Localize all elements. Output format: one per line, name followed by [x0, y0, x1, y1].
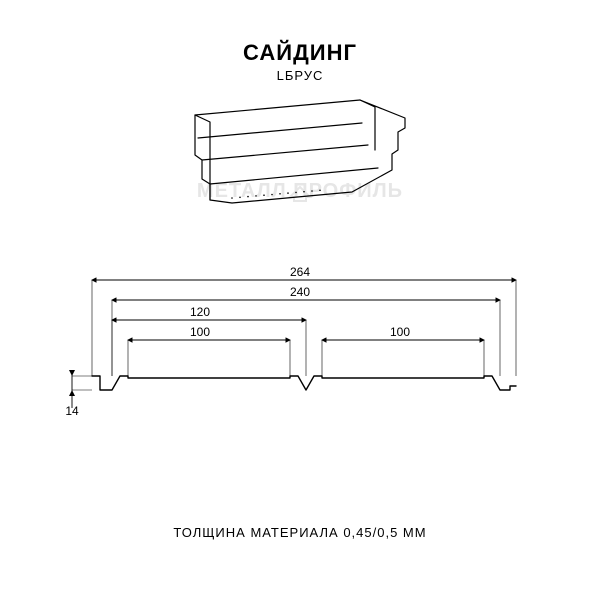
footer-text: ТОЛЩИНА МАТЕРИАЛА 0,45/0,5 ММ — [0, 525, 600, 540]
svg-text:264: 264 — [290, 265, 310, 279]
svg-text:100: 100 — [390, 325, 410, 339]
svg-text:100: 100 — [190, 325, 210, 339]
svg-text:120: 120 — [190, 305, 210, 319]
page: САЙДИНГ LБРУС МЕТАЛЛ ПРОФИЛЬ — [0, 0, 600, 600]
profile-view: 264 240 120 100 100 14 — [0, 0, 600, 460]
svg-text:14: 14 — [65, 404, 79, 418]
svg-text:240: 240 — [290, 285, 310, 299]
